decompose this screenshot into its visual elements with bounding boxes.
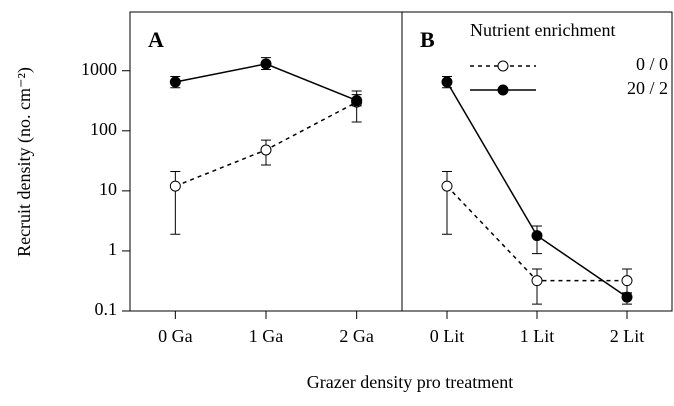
- x-tick-label: 2 Ga: [339, 326, 374, 346]
- series-line: [446, 81, 628, 298]
- panel-label: A: [148, 27, 164, 52]
- x-tick-label: 1 Ga: [249, 326, 284, 346]
- legend-label: 20 / 2: [627, 78, 668, 98]
- marker: [169, 76, 181, 88]
- marker: [351, 94, 363, 106]
- y-tick-label: 1000: [81, 59, 117, 79]
- x-tick-label: 0 Lit: [430, 326, 465, 346]
- legend-marker: [497, 60, 509, 72]
- x-axis-label: Grazer density pro treatment: [307, 372, 513, 392]
- marker: [260, 144, 272, 156]
- y-tick-label: 10: [99, 179, 117, 199]
- x-tick-label: 0 Ga: [158, 326, 193, 346]
- marker: [621, 291, 633, 303]
- panel-label: B: [420, 27, 435, 52]
- marker: [621, 275, 633, 287]
- y-tick-label: 100: [90, 119, 117, 139]
- y-tick-label: 0.1: [95, 299, 118, 319]
- y-tick-label: 1: [108, 239, 117, 259]
- panel-frame: [401, 11, 673, 312]
- x-tick-label: 2 Lit: [610, 326, 645, 346]
- error-bar: [532, 268, 542, 305]
- marker: [441, 180, 453, 192]
- legend-marker: [497, 84, 509, 96]
- x-tick-label: 1 Lit: [520, 326, 555, 346]
- marker: [531, 275, 543, 287]
- marker: [531, 230, 543, 242]
- y-axis-label: Recruit density (no. cm⁻²): [14, 67, 35, 257]
- legend-label: 0 / 0: [636, 54, 668, 74]
- legend-title: Nutrient enrichment: [470, 20, 615, 40]
- marker: [260, 58, 272, 70]
- marker: [441, 76, 453, 88]
- marker: [169, 180, 181, 192]
